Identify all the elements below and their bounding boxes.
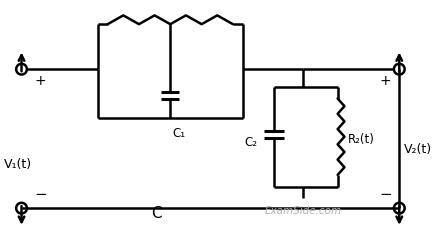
Text: R₂(t): R₂(t): [347, 133, 374, 146]
Text: ExamSide.com: ExamSide.com: [265, 206, 342, 216]
Text: −: −: [380, 187, 392, 202]
Text: +: +: [34, 74, 46, 88]
Text: C: C: [151, 206, 162, 221]
Text: +: +: [380, 74, 392, 88]
Text: V₂(t): V₂(t): [404, 143, 432, 156]
Text: V₁(t): V₁(t): [4, 158, 32, 171]
Text: −: −: [34, 187, 47, 202]
Text: C₂: C₂: [245, 136, 258, 149]
Text: C₁: C₁: [172, 127, 185, 140]
